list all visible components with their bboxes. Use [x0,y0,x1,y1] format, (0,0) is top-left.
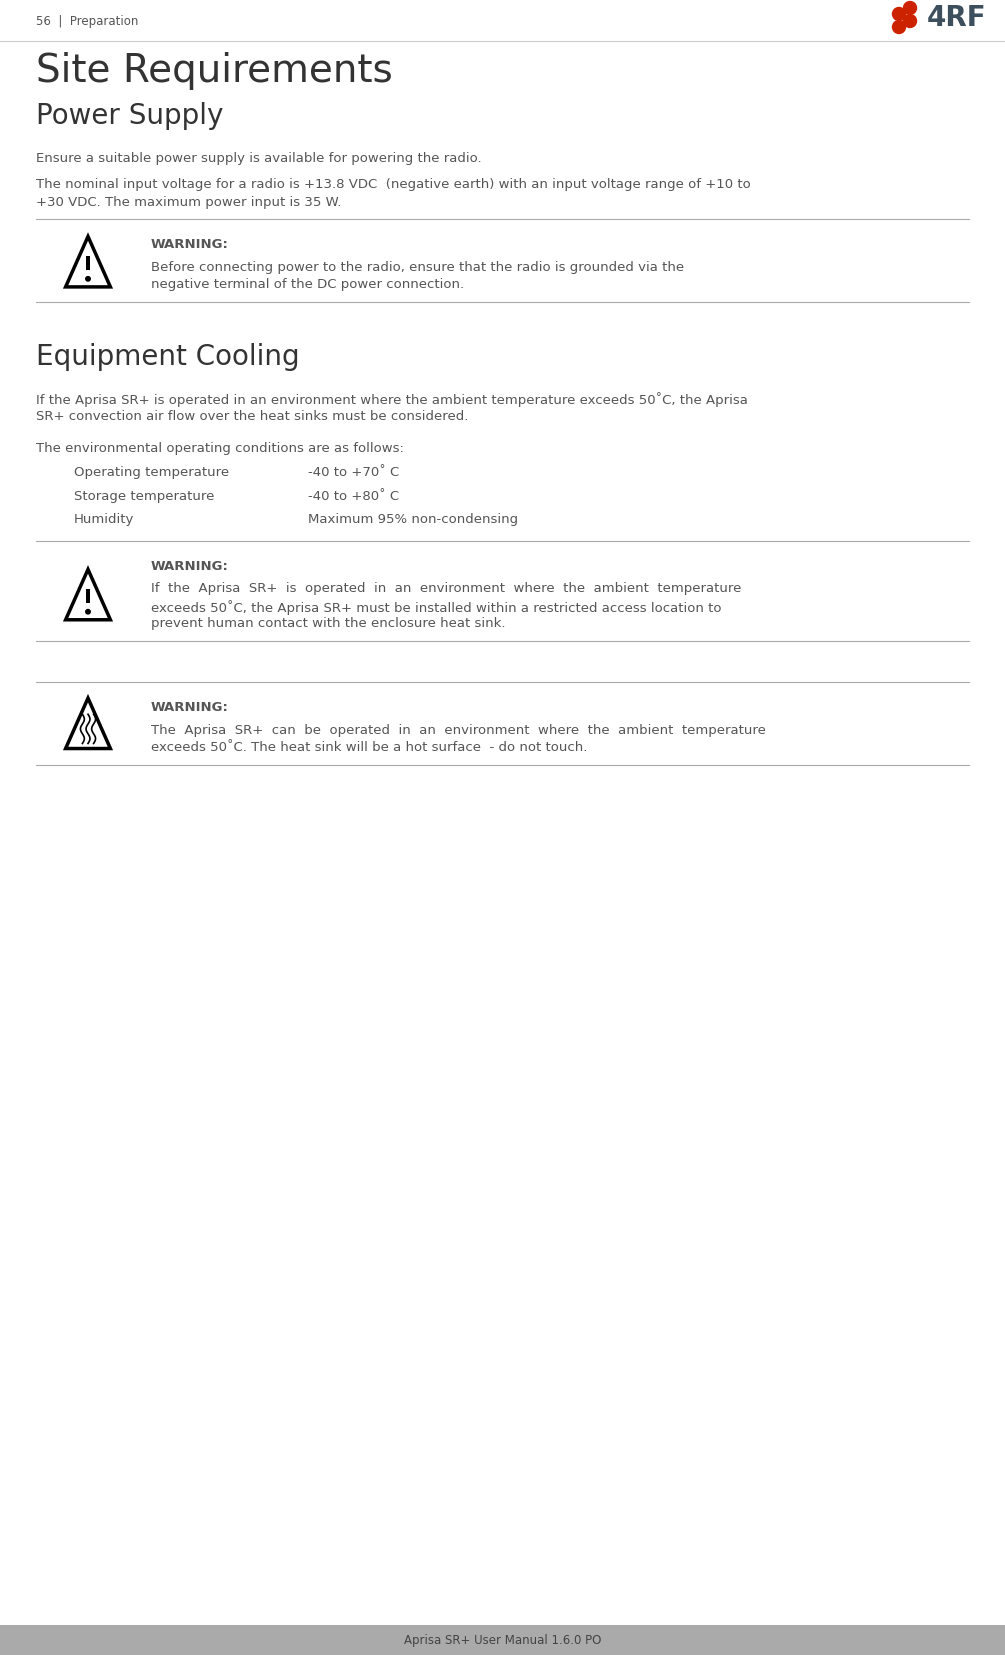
Text: Ensure a suitable power supply is available for powering the radio.: Ensure a suitable power supply is availa… [36,152,481,166]
Text: -40 to +70˚ C: -40 to +70˚ C [308,465,399,478]
Text: 56  |  Preparation: 56 | Preparation [36,15,139,28]
FancyBboxPatch shape [0,0,1005,41]
Text: Aprisa SR+ User Manual 1.6.0 PO: Aprisa SR+ User Manual 1.6.0 PO [404,1633,601,1647]
Text: SR+ convection air flow over the heat sinks must be considered.: SR+ convection air flow over the heat si… [36,410,468,422]
Text: WARNING:: WARNING: [151,700,229,713]
Text: Maximum 95% non-condensing: Maximum 95% non-condensing [308,513,519,526]
Text: The environmental operating conditions are as follows:: The environmental operating conditions a… [36,442,404,453]
Circle shape [903,15,917,28]
Text: Equipment Cooling: Equipment Cooling [36,343,299,371]
Text: negative terminal of the DC power connection.: negative terminal of the DC power connec… [151,278,464,291]
Text: exceeds 50˚C. The heat sink will be a hot surface  - do not touch.: exceeds 50˚C. The heat sink will be a ho… [151,741,587,753]
Polygon shape [65,237,111,288]
Text: If the Aprisa SR+ is operated in an environment where the ambient temperature ex: If the Aprisa SR+ is operated in an envi… [36,392,748,407]
Text: WARNING:: WARNING: [151,559,229,573]
Text: Power Supply: Power Supply [36,103,223,131]
Text: exceeds 50˚C, the Aprisa SR+ must be installed within a restricted access locati: exceeds 50˚C, the Aprisa SR+ must be ins… [151,599,722,614]
Text: Humidity: Humidity [74,513,135,526]
Text: -40 to +80˚ C: -40 to +80˚ C [308,490,399,503]
Circle shape [903,3,917,15]
Text: The nominal input voltage for a radio is +13.8 VDC  (negative earth) with an inp: The nominal input voltage for a radio is… [36,179,751,190]
Text: Site Requirements: Site Requirements [36,51,393,89]
Circle shape [85,611,90,614]
Text: 4RF: 4RF [927,5,987,33]
Text: If  the  Aprisa  SR+  is  operated  in  an  environment  where  the  ambient  te: If the Aprisa SR+ is operated in an envi… [151,583,742,596]
Circle shape [892,22,906,35]
Text: Storage temperature: Storage temperature [74,490,214,503]
FancyBboxPatch shape [0,1625,1005,1655]
Polygon shape [65,698,111,750]
Circle shape [85,278,90,281]
FancyBboxPatch shape [86,257,89,271]
Text: Before connecting power to the radio, ensure that the radio is grounded via the: Before connecting power to the radio, en… [151,260,684,273]
Text: +30 VDC. The maximum power input is 35 W.: +30 VDC. The maximum power input is 35 W… [36,195,342,209]
Text: Operating temperature: Operating temperature [74,465,229,478]
Text: The  Aprisa  SR+  can  be  operated  in  an  environment  where  the  ambient  t: The Aprisa SR+ can be operated in an env… [151,723,766,736]
Circle shape [892,8,906,22]
Text: WARNING:: WARNING: [151,238,229,250]
Polygon shape [65,569,111,621]
Text: prevent human contact with the enclosure heat sink.: prevent human contact with the enclosure… [151,617,506,631]
FancyBboxPatch shape [86,589,89,604]
